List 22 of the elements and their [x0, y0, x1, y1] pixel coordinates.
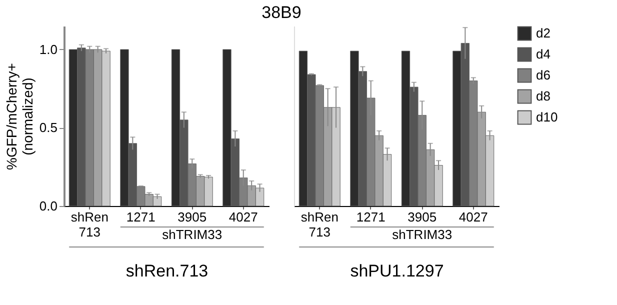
x-tick-label: shRen 713 [300, 210, 338, 240]
x-tick-label: shRen 713 [70, 210, 108, 240]
x-tick-label: 3905 [408, 210, 437, 224]
x-tick-label: 4027 [458, 210, 488, 224]
y-axis-title: %GFP/mCherry+ (normalized) [3, 63, 36, 170]
legend-label: d6 [536, 68, 550, 82]
y-tick-label: 1.0 [39, 42, 58, 57]
legend-label: d10 [536, 110, 558, 124]
x-tick-label: 1271 [126, 210, 156, 224]
legend-label: d2 [536, 26, 550, 40]
x-tick-label: 1271 [356, 210, 386, 224]
y-tick-label: 0.5 [39, 120, 58, 136]
legend-label: d8 [536, 88, 550, 104]
x-axis-title: shRen.713 [126, 262, 208, 280]
x-axis-title: shPU1.1297 [350, 262, 444, 280]
legend-label: d4 [536, 46, 550, 62]
text: shTRIM33 [392, 227, 452, 242]
y-tick-label: 0.0 [39, 198, 58, 214]
text: shTRIM33 [162, 227, 222, 242]
x-tick-label: 3905 [178, 210, 207, 224]
chart-title: 38B9 [262, 3, 302, 22]
x-tick-label: 4027 [228, 210, 258, 224]
